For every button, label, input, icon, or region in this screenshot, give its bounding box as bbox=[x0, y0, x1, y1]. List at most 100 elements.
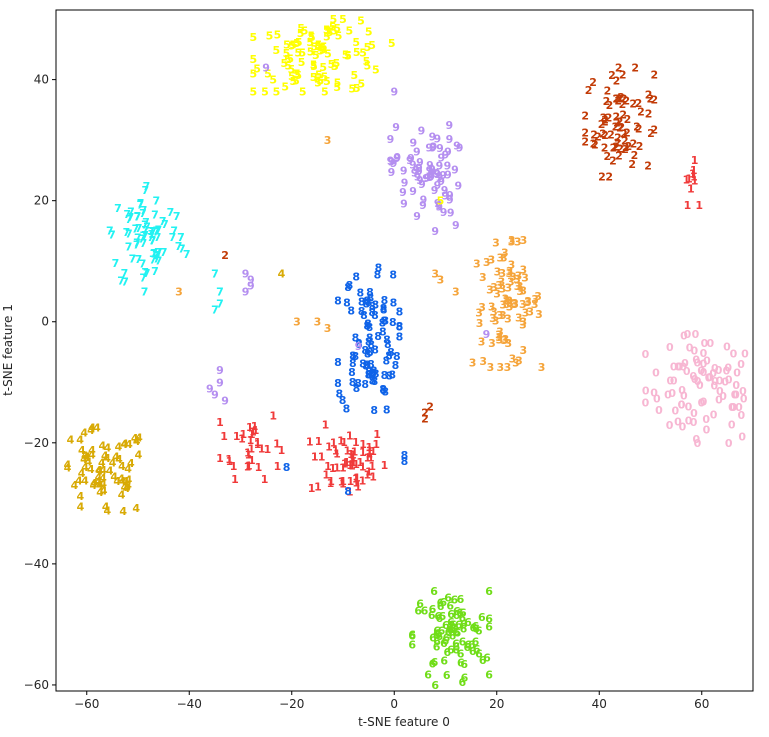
digit-point-1: 1 bbox=[333, 462, 341, 475]
digit-point-3: 3 bbox=[496, 361, 504, 374]
digit-point-5: 5 bbox=[310, 60, 318, 73]
digit-point-8: 8 bbox=[366, 286, 374, 299]
y-tick-label: −20 bbox=[24, 436, 49, 450]
y-tick-label: −60 bbox=[24, 678, 49, 692]
digit-point-1: 1 bbox=[343, 444, 351, 457]
digit-point-1: 1 bbox=[311, 450, 319, 463]
digit-point-5: 5 bbox=[368, 39, 376, 52]
digit-point-7: 7 bbox=[149, 234, 157, 247]
digit-point-8: 8 bbox=[379, 317, 387, 330]
digit-point-9: 9 bbox=[409, 158, 417, 171]
digit-point-9: 9 bbox=[439, 169, 447, 182]
digit-point-0: 0 bbox=[719, 390, 727, 403]
digit-point-4: 4 bbox=[132, 502, 140, 515]
digit-point-5: 5 bbox=[320, 41, 328, 54]
digit-point-4: 4 bbox=[89, 479, 97, 492]
digit-point-3: 3 bbox=[506, 301, 514, 314]
digit-point-1: 1 bbox=[343, 456, 351, 469]
digit-point-2: 2 bbox=[622, 95, 630, 108]
digit-point-8: 8 bbox=[368, 368, 376, 381]
digit-point-3: 3 bbox=[490, 305, 498, 318]
digit-point-5: 5 bbox=[314, 72, 322, 85]
digit-point-1: 1 bbox=[322, 419, 330, 432]
digit-point-1: 1 bbox=[329, 462, 337, 475]
digit-point-8: 8 bbox=[368, 306, 376, 319]
digit-point-4: 4 bbox=[64, 462, 72, 475]
digit-point-4: 4 bbox=[124, 463, 132, 476]
digit-point-2: 2 bbox=[622, 141, 630, 154]
digit-point-1: 1 bbox=[367, 452, 375, 465]
digit-point-4: 4 bbox=[98, 439, 106, 452]
digit-point-0: 0 bbox=[732, 389, 740, 402]
digit-point-7: 7 bbox=[216, 298, 224, 311]
y-tick-label: 40 bbox=[34, 73, 49, 87]
digit-point-6: 6 bbox=[430, 585, 438, 598]
digit-point-6: 6 bbox=[429, 658, 437, 671]
digit-point-8: 8 bbox=[392, 359, 400, 372]
digit-point-2: 2 bbox=[617, 121, 625, 134]
digit-point-0: 0 bbox=[703, 423, 711, 436]
digit-point-7: 7 bbox=[161, 218, 169, 231]
digit-point-8: 8 bbox=[380, 302, 388, 315]
digit-point-2: 2 bbox=[650, 69, 658, 82]
digit-point-1: 1 bbox=[220, 430, 228, 443]
digit-point-0: 0 bbox=[723, 341, 731, 354]
digit-point-5: 5 bbox=[324, 25, 332, 38]
digit-point-6: 6 bbox=[452, 640, 460, 653]
digit-point-9: 9 bbox=[392, 121, 400, 134]
digit-point-4: 4 bbox=[127, 457, 135, 470]
digit-point-5: 5 bbox=[281, 80, 289, 93]
digit-point-5: 5 bbox=[310, 40, 318, 53]
digit-point-5: 5 bbox=[317, 45, 325, 58]
digit-point-9: 9 bbox=[446, 194, 454, 207]
digit-point-9: 9 bbox=[446, 189, 454, 202]
digit-point-5: 5 bbox=[294, 69, 302, 82]
digit-point-3: 3 bbox=[506, 267, 514, 280]
digit-point-9: 9 bbox=[426, 164, 434, 177]
digit-point-4: 4 bbox=[81, 461, 89, 474]
digit-point-7: 7 bbox=[141, 224, 149, 237]
digit-point-5: 5 bbox=[323, 23, 331, 36]
digit-point-5: 5 bbox=[288, 63, 296, 76]
digit-point-2: 2 bbox=[616, 142, 624, 155]
digit-point-6: 6 bbox=[449, 619, 457, 632]
digit-point-4: 4 bbox=[100, 484, 108, 497]
digit-point-6: 6 bbox=[442, 635, 450, 648]
digit-point-7: 7 bbox=[147, 231, 155, 244]
digit-point-7: 7 bbox=[125, 213, 133, 226]
digit-point-9: 9 bbox=[422, 172, 430, 185]
digit-point-1: 1 bbox=[690, 171, 698, 184]
digit-point-4: 4 bbox=[278, 267, 286, 280]
digit-point-3: 3 bbox=[507, 276, 515, 289]
digit-point-5: 5 bbox=[249, 86, 257, 99]
digit-point-1: 1 bbox=[339, 475, 347, 488]
digit-point-4: 4 bbox=[118, 460, 126, 473]
digit-point-2: 2 bbox=[426, 401, 434, 414]
digit-point-2: 2 bbox=[585, 84, 593, 97]
digit-point-5: 5 bbox=[264, 67, 272, 80]
digit-point-2: 2 bbox=[616, 116, 624, 129]
digit-point-2: 2 bbox=[601, 116, 609, 129]
digit-point-0: 0 bbox=[686, 342, 694, 355]
digit-point-9: 9 bbox=[426, 159, 434, 172]
digit-point-1: 1 bbox=[351, 446, 359, 459]
digit-point-1: 1 bbox=[366, 444, 374, 457]
digit-point-1: 1 bbox=[216, 452, 224, 465]
digit-point-9: 9 bbox=[407, 152, 415, 165]
digit-point-6: 6 bbox=[449, 630, 457, 643]
digit-point-8: 8 bbox=[352, 271, 360, 284]
x-tick-label: 40 bbox=[592, 697, 607, 711]
digit-point-2: 2 bbox=[612, 121, 620, 134]
digit-point-6: 6 bbox=[445, 626, 453, 639]
digit-point-4: 4 bbox=[99, 464, 107, 477]
digit-point-4: 4 bbox=[135, 432, 143, 445]
digit-point-2: 2 bbox=[630, 138, 638, 151]
digit-point-0: 0 bbox=[702, 413, 710, 426]
digit-point-6: 6 bbox=[450, 594, 458, 607]
digit-point-1: 1 bbox=[372, 438, 380, 451]
digit-point-7: 7 bbox=[106, 225, 114, 238]
digit-point-0: 0 bbox=[690, 416, 698, 429]
digit-point-5: 5 bbox=[289, 75, 297, 88]
digit-point-8: 8 bbox=[355, 337, 363, 350]
digit-point-3: 3 bbox=[524, 295, 532, 308]
